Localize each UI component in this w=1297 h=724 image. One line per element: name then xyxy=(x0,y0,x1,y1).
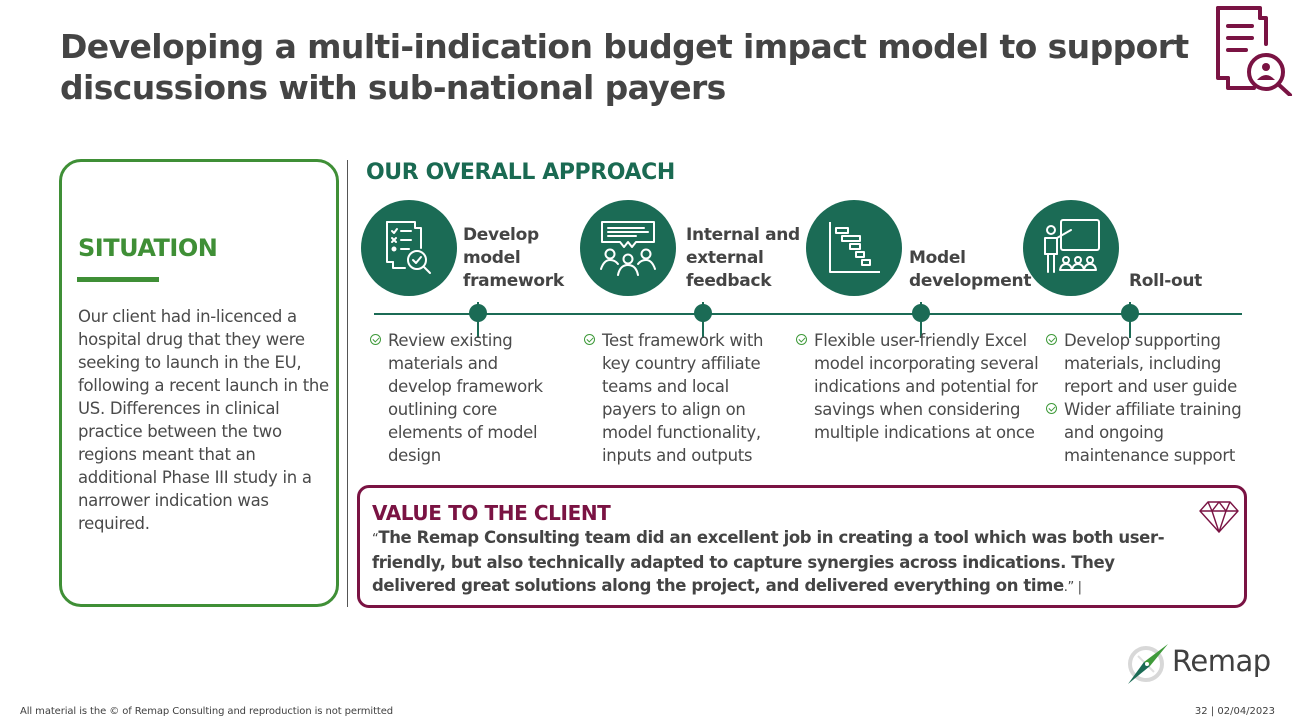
situation-underline xyxy=(77,277,159,282)
step-3-label-line: Model xyxy=(909,248,966,268)
bullet-item: Test framework with key country affiliat… xyxy=(580,329,785,467)
check-circle-icon xyxy=(584,334,595,345)
group-discussion-icon xyxy=(600,221,656,276)
timeline-dot-2 xyxy=(694,304,712,322)
step-2-bullets: Test framework with key country affiliat… xyxy=(580,329,785,467)
check-circle-icon xyxy=(1046,334,1057,345)
step-1-label: Develop model framework xyxy=(463,224,564,293)
copyright-notice: All material is the © of Remap Consultin… xyxy=(20,706,394,717)
client-quote: “The Remap Consulting team did an excell… xyxy=(372,526,1202,599)
compass-logo-icon xyxy=(1128,644,1168,684)
step-3-bullets: Flexible user-friendly Excel model incor… xyxy=(792,329,1044,444)
open-quote: “ xyxy=(372,532,379,547)
checklist-magnifier-icon xyxy=(386,221,431,274)
document-search-person-icon xyxy=(1216,6,1292,96)
check-circle-icon xyxy=(796,334,807,345)
step-1-label-line: Develop xyxy=(463,225,539,245)
approach-heading: OUR OVERALL APPROACH xyxy=(366,160,675,185)
step-1-bullets: Review existing materials and develop fr… xyxy=(366,329,566,467)
step-4-label-line: Roll-out xyxy=(1129,271,1202,291)
step-3-circle xyxy=(806,200,902,296)
page-number-date: 32 | 02/04/2023 xyxy=(1194,706,1275,717)
step-2-label: Internal and external feedback xyxy=(686,224,800,293)
presentation-training-icon xyxy=(1044,219,1100,273)
bullet-item: Flexible user-friendly Excel model incor… xyxy=(792,329,1044,444)
situation-heading: SITUATION xyxy=(78,234,218,262)
value-panel: VALUE TO THE CLIENT “The Remap Consultin… xyxy=(357,485,1247,608)
timeline-dot-4 xyxy=(1121,304,1139,322)
step-2-label-line: Internal and xyxy=(686,225,800,245)
bullet-item: Wider affiliate training and ongoing mai… xyxy=(1042,398,1264,467)
quote-text: The Remap Consulting team did an excelle… xyxy=(372,528,1165,595)
timeline-dot-3 xyxy=(912,304,930,322)
step-3-label: Model development xyxy=(909,247,1031,293)
bullet-text: Test framework with key country affiliat… xyxy=(602,331,764,465)
page-title: Developing a multi-indication budget imp… xyxy=(60,27,1189,107)
value-heading: VALUE TO THE CLIENT xyxy=(372,501,611,525)
step-4-label: Roll-out xyxy=(1129,270,1202,293)
bullet-item: Develop supporting materials, including … xyxy=(1042,329,1264,398)
timeline-line xyxy=(374,313,1242,315)
bullet-text: Flexible user-friendly Excel model incor… xyxy=(814,331,1039,442)
step-4-circle xyxy=(1023,200,1119,296)
situation-panel: SITUATION Our client had in-licenced a h… xyxy=(59,159,339,607)
step-3-label-line: development xyxy=(909,271,1032,291)
step-1-label-line: framework xyxy=(463,271,564,291)
check-circle-icon xyxy=(370,334,381,345)
step-2-circle xyxy=(580,200,676,296)
remap-logo: Remap xyxy=(1126,642,1286,688)
logo-text: Remap xyxy=(1172,644,1271,678)
gantt-chart-icon xyxy=(829,222,880,273)
check-circle-icon xyxy=(1046,403,1057,414)
bullet-text: Wider affiliate training and ongoing mai… xyxy=(1064,400,1242,465)
step-2-label-line: feedback xyxy=(686,271,772,291)
bullet-text: Review existing materials and develop fr… xyxy=(388,331,543,465)
diamond-icon xyxy=(1199,501,1239,533)
step-1-circle xyxy=(361,200,457,296)
situation-body: Our client had in-licenced a hospital dr… xyxy=(78,307,329,533)
close-quote: .” | xyxy=(1063,580,1082,595)
step-4-bullets: Develop supporting materials, including … xyxy=(1042,329,1264,467)
step-2-label-line: external xyxy=(686,248,764,268)
bullet-text: Develop supporting materials, including … xyxy=(1064,331,1238,396)
vertical-divider xyxy=(347,160,348,607)
bullet-item: Review existing materials and develop fr… xyxy=(366,329,566,467)
step-1-label-line: model xyxy=(463,248,521,268)
timeline-dot-1 xyxy=(469,304,487,322)
